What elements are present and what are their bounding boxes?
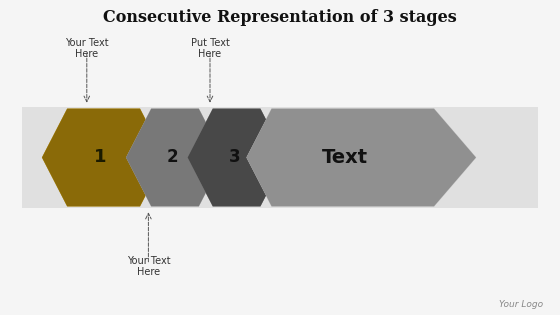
Polygon shape bbox=[188, 109, 286, 206]
Text: Put Text
Here: Put Text Here bbox=[190, 38, 230, 60]
Text: 2: 2 bbox=[167, 148, 179, 167]
Text: 3: 3 bbox=[228, 148, 240, 167]
Polygon shape bbox=[126, 109, 224, 206]
Polygon shape bbox=[126, 109, 224, 206]
Polygon shape bbox=[246, 109, 476, 206]
Polygon shape bbox=[188, 109, 286, 206]
Polygon shape bbox=[246, 109, 476, 206]
Bar bbox=[22, 107, 538, 208]
Polygon shape bbox=[188, 109, 286, 206]
Polygon shape bbox=[42, 109, 165, 206]
Polygon shape bbox=[246, 109, 476, 206]
Text: Your Text
Here: Your Text Here bbox=[127, 255, 170, 277]
Text: Your Text
Here: Your Text Here bbox=[65, 38, 109, 60]
Text: Text: Text bbox=[321, 148, 368, 167]
Text: 1: 1 bbox=[94, 148, 106, 167]
Polygon shape bbox=[126, 109, 224, 206]
Polygon shape bbox=[42, 109, 165, 206]
Text: Consecutive Representation of 3 stages: Consecutive Representation of 3 stages bbox=[103, 9, 457, 26]
Polygon shape bbox=[42, 109, 165, 206]
Text: Your Logo: Your Logo bbox=[499, 300, 543, 309]
